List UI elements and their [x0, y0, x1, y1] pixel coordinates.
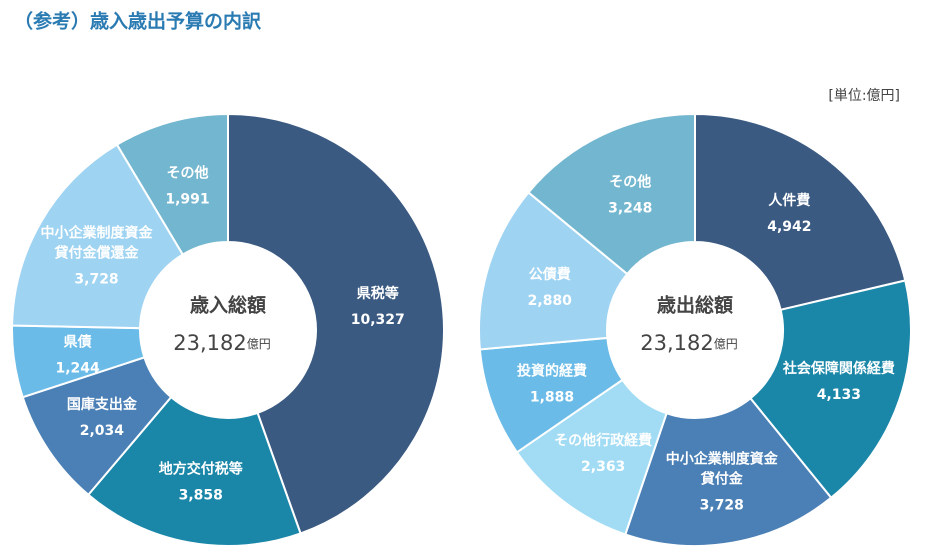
- total-value: 23,182: [640, 331, 713, 355]
- page-title: （参考）歳入歳出予算の内訳: [14, 10, 262, 33]
- value-label: 3,248: [608, 200, 652, 216]
- value-label: 1,888: [530, 390, 574, 406]
- segment-label: 社会保障関係経費: [782, 360, 895, 377]
- center-total: 23,182億円: [173, 331, 271, 355]
- total-value: 23,182: [173, 331, 246, 355]
- segment-label: その他: [166, 164, 208, 181]
- value-label: 3,728: [700, 498, 744, 514]
- value-label: 1,991: [165, 191, 209, 207]
- value-label: 4,942: [767, 219, 811, 235]
- center-title: 歳出総額: [657, 294, 733, 317]
- segment-label: 公債費: [529, 266, 571, 283]
- value-label: 3,728: [74, 272, 118, 288]
- segment-label: 中小企業制度資金貸付金償還金: [41, 225, 154, 262]
- pie-segment: [478, 191, 629, 351]
- pie-segment: [749, 279, 912, 500]
- total-unit: 億円: [247, 337, 271, 351]
- value-label: 10,327: [351, 312, 405, 328]
- value-label: 2,363: [581, 459, 625, 475]
- value-label: 1,244: [56, 360, 101, 376]
- unit-label: [単位:億円]: [828, 88, 900, 104]
- pie-segment: [624, 396, 833, 547]
- pie-segment: [227, 112, 445, 535]
- pie-segment: [694, 112, 907, 312]
- pie-segment: [11, 143, 185, 330]
- pie-segment: [115, 112, 229, 256]
- segment-label: 中小企業制度資金貸付金: [666, 451, 779, 488]
- value-label: 4,133: [817, 387, 861, 403]
- pie-segment: [86, 395, 302, 547]
- value-label: 3,858: [179, 488, 223, 504]
- segment-label: 県債: [64, 333, 92, 350]
- value-label: 2,880: [528, 293, 573, 309]
- segment-label: その他行政経費: [554, 432, 652, 449]
- segment-label: 国庫支出金: [67, 396, 138, 413]
- center-total: 23,182億円: [640, 331, 738, 355]
- segment-label: 人件費: [768, 192, 810, 209]
- center-title: 歳入総額: [190, 294, 266, 317]
- segment-label: その他: [609, 173, 651, 190]
- segment-label: 県税等: [357, 285, 399, 302]
- total-unit: 億円: [714, 337, 738, 351]
- value-label: 2,034: [80, 423, 125, 439]
- segment-label: 投資的経費: [517, 363, 587, 380]
- segment-label: 地方交付税等: [159, 461, 243, 478]
- pie-segment: [527, 112, 696, 276]
